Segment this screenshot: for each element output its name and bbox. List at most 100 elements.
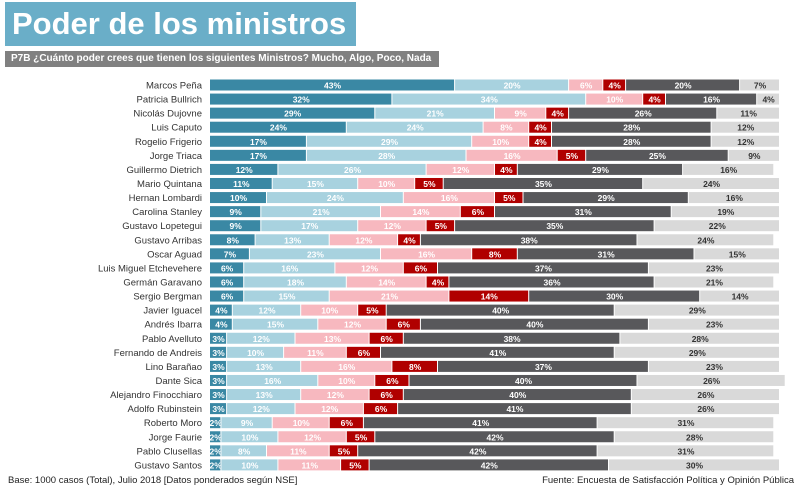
- bar-segment-poco: [295, 332, 369, 344]
- bar-segment-series-6: [700, 290, 779, 302]
- data-label: 8%: [409, 362, 422, 372]
- bar-segment-nada: [557, 149, 586, 161]
- data-label: 40%: [509, 390, 526, 400]
- bar-segment-series-5: [403, 389, 631, 401]
- bar-segment-nada: [369, 389, 403, 401]
- bar-segment-series-5: [438, 360, 648, 372]
- data-label: 8%: [489, 249, 502, 259]
- data-label: 6%: [381, 334, 394, 344]
- bar-segment-series-6: [728, 149, 779, 161]
- data-label: 4%: [500, 165, 513, 175]
- category-label: Alejandro Finocchiaro: [110, 390, 202, 401]
- data-label: 29%: [381, 137, 398, 147]
- bar-segment-series-5: [517, 163, 683, 175]
- bar-segment-mucho: [210, 177, 272, 189]
- data-label: 6%: [381, 390, 394, 400]
- data-label: 8%: [500, 123, 513, 133]
- data-label: 35%: [535, 179, 552, 189]
- bar-segment-series-6: [614, 346, 779, 358]
- category-label: Rogelio Frigerio: [135, 137, 202, 148]
- data-label: 6%: [221, 263, 234, 273]
- category-label: Sergio Bergman: [133, 292, 202, 303]
- bar-segment-series-6: [654, 220, 779, 232]
- data-label: 28%: [623, 123, 640, 133]
- data-label: 24%: [407, 123, 424, 133]
- data-label: 40%: [492, 306, 509, 316]
- bar-segment-mucho: [210, 445, 221, 457]
- bar-segment-nada: [546, 107, 569, 119]
- bar-segment-nada: [346, 346, 380, 358]
- data-label: 24%: [703, 179, 720, 189]
- data-label: 12%: [327, 390, 344, 400]
- bar-segment-nada: [346, 431, 375, 443]
- data-label: 6%: [580, 81, 593, 91]
- bar-segment-algo: [227, 374, 318, 386]
- bar-segment-series-5: [626, 79, 740, 91]
- bar-segment-series-6: [614, 431, 774, 443]
- data-label: 26%: [703, 376, 720, 386]
- bar-segment-series-5: [586, 149, 728, 161]
- data-label: 4%: [403, 235, 416, 245]
- data-label: 10%: [606, 95, 623, 105]
- bar-segment-algo: [227, 360, 301, 372]
- category-label: Gustavo Santos: [134, 460, 202, 471]
- bar-segment-series-5: [381, 346, 614, 358]
- category-label: Fernando de Andreis: [114, 348, 202, 359]
- data-label: 8%: [227, 235, 240, 245]
- bar-segment-series-5: [569, 107, 717, 119]
- bar-segment-series-6: [631, 389, 779, 401]
- bar-segment-series-6: [614, 304, 779, 316]
- category-label: Pablo Clusellas: [137, 446, 203, 457]
- bar-segment-series-5: [398, 403, 631, 415]
- data-label: 6%: [341, 418, 354, 428]
- bar-segment-nada: [392, 360, 437, 372]
- data-label: 4%: [534, 123, 547, 133]
- bar-segment-algo: [306, 135, 472, 147]
- data-label: 9%: [230, 207, 243, 217]
- bar-segment-series-5: [495, 206, 671, 218]
- data-label: 5%: [435, 221, 448, 231]
- bar-segment-series-6: [688, 192, 779, 204]
- bar-segment-mucho: [210, 262, 244, 274]
- data-label: 24%: [327, 193, 344, 203]
- data-label: 26%: [635, 109, 652, 119]
- bar-segment-series-5: [552, 121, 711, 133]
- data-label: 9%: [241, 418, 254, 428]
- bar-segment-poco: [381, 206, 460, 218]
- bar-segment-algo: [455, 79, 569, 91]
- bar-segment-series-6: [711, 135, 779, 147]
- data-label: 2%: [210, 418, 223, 428]
- bar-segment-algo: [232, 304, 301, 316]
- category-label: Guillermo Dietrich: [127, 165, 203, 176]
- data-label: 11%: [307, 348, 324, 358]
- data-label: 32%: [293, 95, 310, 105]
- bar-segment-poco: [318, 318, 386, 330]
- data-label: 30%: [606, 292, 623, 302]
- bar-segment-mucho: [210, 346, 227, 358]
- bar-segment-poco: [329, 234, 398, 246]
- bar-segment-algo: [346, 121, 483, 133]
- data-label: 16%: [264, 376, 281, 386]
- category-label: Gustavo Lopetegui: [122, 221, 202, 232]
- bar-segment-poco: [301, 360, 392, 372]
- data-label: 21%: [706, 277, 723, 287]
- bar-segment-series-5: [449, 276, 654, 288]
- bar-segment-poco: [472, 135, 529, 147]
- category-label: Nicolás Dujovne: [133, 109, 202, 120]
- bar-segment-nada: [363, 403, 398, 415]
- data-label: 23%: [706, 263, 723, 273]
- data-label: 9%: [230, 221, 243, 231]
- bar-segment-poco: [267, 445, 329, 457]
- data-label: 16%: [281, 263, 298, 273]
- data-label: 12%: [452, 165, 469, 175]
- bar-segment-mucho: [210, 431, 221, 443]
- data-label: 42%: [481, 460, 498, 470]
- bar-segment-series-6: [597, 417, 774, 429]
- bar-segment-nada: [369, 332, 403, 344]
- bar-segment-series-6: [654, 276, 774, 288]
- data-label: 25%: [649, 151, 666, 161]
- bar-segment-series-6: [671, 206, 779, 218]
- data-label: 6%: [415, 263, 428, 273]
- data-label: 31%: [677, 418, 694, 428]
- data-label: 4%: [432, 277, 445, 287]
